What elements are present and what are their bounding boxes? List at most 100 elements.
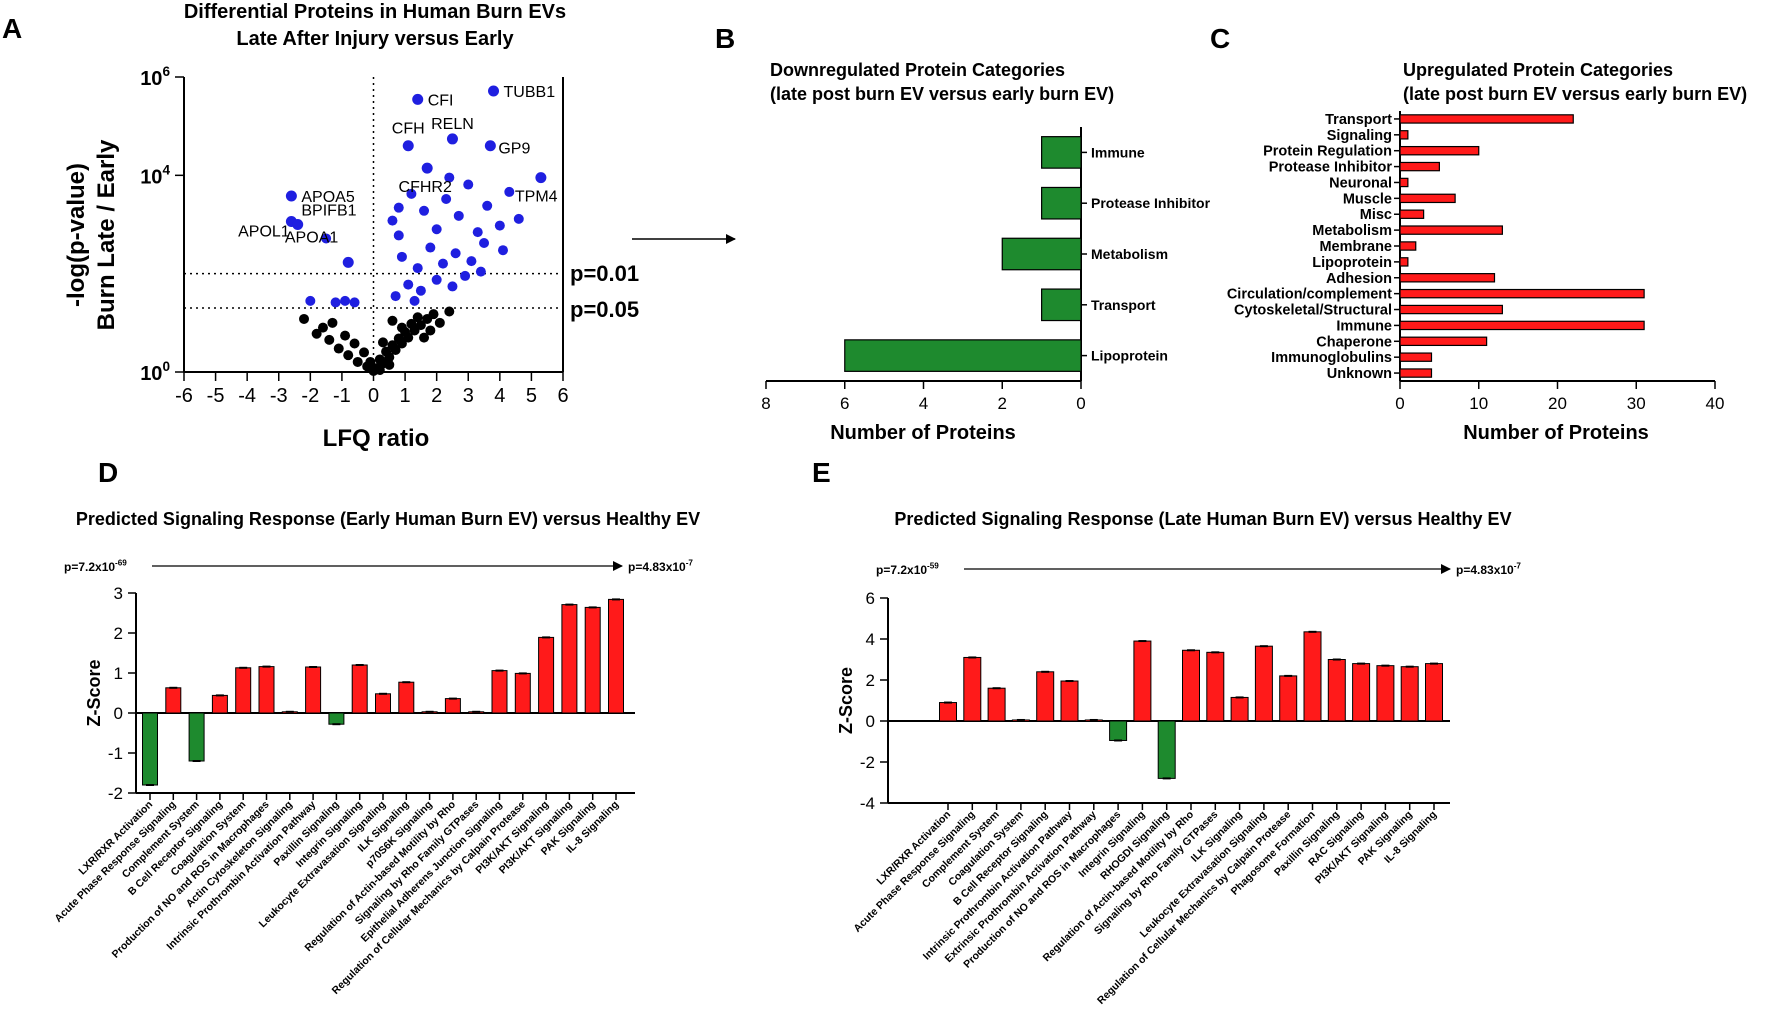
up-x-label: Number of Proteins xyxy=(1463,422,1649,444)
point-label: APOA1 xyxy=(285,229,338,246)
up-category-label: Cytoskeletal/Structural xyxy=(1234,303,1392,319)
up-title-line2: (late post burn EV versus early burn EV) xyxy=(1403,84,1747,104)
up-bar xyxy=(1399,273,1496,283)
point-label: RELN xyxy=(431,116,474,133)
up-bar xyxy=(1399,336,1488,347)
late-title: Predicted Signaling Response (Late Human… xyxy=(894,509,1511,529)
nonsig-point xyxy=(365,356,376,367)
down-title-line1: Downregulated Protein Categories xyxy=(770,60,1065,80)
up-category-label: Adhesion xyxy=(1326,271,1392,287)
late-bar xyxy=(1133,640,1152,722)
panel-letter-c: C xyxy=(1210,23,1230,54)
sig-point xyxy=(460,270,471,281)
sig-point xyxy=(393,230,404,241)
late-bar xyxy=(1303,631,1322,722)
early-bar xyxy=(514,672,531,714)
nonsig-point xyxy=(384,359,395,370)
up-bar xyxy=(1399,257,1409,267)
point-label: TUBB1 xyxy=(504,84,556,101)
up-category-label: Unknown xyxy=(1327,366,1392,382)
late-bar xyxy=(1109,720,1128,741)
point-label: CFI xyxy=(428,92,454,109)
late-bar xyxy=(1327,659,1346,722)
sig-point xyxy=(431,224,442,235)
point-label: GP9 xyxy=(498,141,530,158)
late-y-tick-label: 2 xyxy=(866,671,875,690)
y-tick-label: 100 xyxy=(140,359,170,385)
up-category-label: Muscle xyxy=(1343,191,1392,207)
nonsig-point xyxy=(340,330,351,341)
up-bar xyxy=(1399,241,1417,251)
down-category-label: Transport xyxy=(1091,297,1156,313)
down-bars: Immune Protease Inhibitor Metabolism Transp… xyxy=(761,127,1211,413)
x-tick-label: 6 xyxy=(557,385,568,407)
panel-letter-a: A xyxy=(2,13,22,44)
up-bar xyxy=(1399,161,1440,172)
volcano-points xyxy=(285,85,547,376)
up-category-label: Protein Regulation xyxy=(1263,144,1392,160)
point-label: CFHR2 xyxy=(399,179,452,196)
late-y-tick-label: 6 xyxy=(866,589,875,608)
up-bar xyxy=(1399,130,1409,140)
labeled-point xyxy=(292,219,304,230)
late-y-tick-label: -2 xyxy=(860,753,875,772)
late-bar xyxy=(987,687,1006,722)
up-value-tick-label: 30 xyxy=(1627,394,1646,413)
sig-point xyxy=(463,179,474,190)
early-bar xyxy=(188,712,205,762)
nonsig-point xyxy=(317,322,328,333)
nonsig-point xyxy=(352,356,363,367)
sig-point xyxy=(406,188,417,199)
sig-point xyxy=(444,172,455,183)
nonsig-point xyxy=(412,312,423,323)
late-pval-left: p=7.2x10-59 xyxy=(876,562,939,577)
sig-point xyxy=(497,245,508,256)
up-category-label: Circulation/complement xyxy=(1227,287,1392,303)
late-bar xyxy=(1254,645,1273,722)
up-value-tick-label: 20 xyxy=(1548,394,1567,413)
late-bar xyxy=(1182,649,1200,722)
point-label: BPIFB1 xyxy=(301,203,356,220)
nonsig-point xyxy=(396,322,407,333)
nonsig-point xyxy=(327,317,338,328)
nonsig-point xyxy=(381,346,392,357)
up-bar xyxy=(1399,225,1503,235)
nonsig-point xyxy=(415,320,426,331)
panel-letter-d: D xyxy=(98,457,118,488)
volcano-y-label-line2: Burn Late / Early xyxy=(93,139,120,330)
up-bar xyxy=(1399,352,1433,362)
sig-point xyxy=(393,202,404,213)
sig-point xyxy=(330,297,341,308)
sig-point xyxy=(396,251,407,262)
labeled-point xyxy=(488,85,500,97)
y-tick-label: 104 xyxy=(140,162,170,188)
sig-point xyxy=(453,210,464,221)
early-y-label: Z-Score xyxy=(84,659,104,726)
early-bar xyxy=(258,666,275,714)
up-category-label: Immunoglobulins xyxy=(1271,350,1392,366)
volcano-title-line1: Differential Proteins in Human Burn EVs xyxy=(184,1,566,23)
early-y-tick-label: 2 xyxy=(114,624,123,643)
up-category-label: Lipoprotein xyxy=(1312,255,1392,271)
early-y-tick-label: -2 xyxy=(108,784,123,803)
up-category-label: Immune xyxy=(1336,318,1392,334)
nonsig-point xyxy=(333,343,344,354)
up-bar xyxy=(1399,320,1645,331)
up-bar xyxy=(1399,193,1456,204)
down-category-label: Protease Inhibitor xyxy=(1091,195,1211,211)
volcano-title-line2: Late After Injury versus Early xyxy=(236,28,514,50)
x-tick-label: 2 xyxy=(431,385,442,407)
late-bar xyxy=(1060,680,1079,722)
labeled-point xyxy=(402,140,414,152)
up-bar xyxy=(1399,368,1433,378)
down-bar xyxy=(1041,136,1082,169)
sig-point xyxy=(494,220,505,231)
point-label: APOA5 xyxy=(301,189,354,206)
up-category-label: Transport xyxy=(1325,112,1392,128)
sig-point xyxy=(321,233,332,244)
x-tick-label: -5 xyxy=(207,385,225,407)
